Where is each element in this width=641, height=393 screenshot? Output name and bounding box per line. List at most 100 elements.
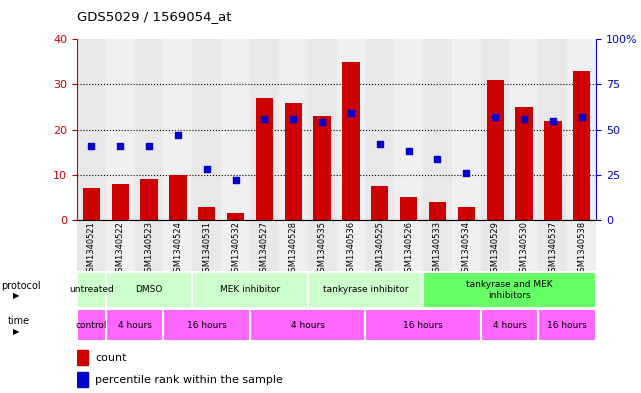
Text: 4 hours: 4 hours: [118, 321, 151, 330]
Bar: [429, 202, 446, 220]
Point: [404, 148, 414, 154]
Text: GSM1340537: GSM1340537: [548, 221, 558, 277]
Text: GSM1340536: GSM1340536: [346, 221, 356, 277]
Point: [259, 116, 270, 122]
Point: [231, 177, 241, 184]
Bar: [77, 372, 88, 387]
Text: tankyrase inhibitor: tankyrase inhibitor: [322, 285, 408, 294]
Text: 16 hours: 16 hours: [403, 321, 443, 330]
Bar: [135, 220, 163, 271]
Bar: [112, 184, 129, 220]
Text: 4 hours: 4 hours: [291, 321, 324, 330]
Bar: [544, 121, 562, 220]
Bar: [106, 39, 135, 220]
Bar: [481, 309, 538, 341]
Text: GSM1340525: GSM1340525: [375, 221, 385, 277]
Bar: [423, 272, 596, 308]
Text: 4 hours: 4 hours: [493, 321, 526, 330]
Text: untreated: untreated: [69, 285, 113, 294]
Text: GSM1340521: GSM1340521: [87, 221, 96, 277]
Point: [173, 132, 183, 138]
Text: GSM1340534: GSM1340534: [462, 221, 471, 277]
Bar: [313, 116, 331, 220]
Text: percentile rank within the sample: percentile rank within the sample: [95, 375, 283, 385]
Bar: [308, 272, 423, 308]
Bar: [77, 309, 106, 341]
Text: protocol: protocol: [1, 281, 41, 291]
Bar: [510, 39, 538, 220]
Bar: [481, 220, 510, 271]
Text: GSM1340523: GSM1340523: [144, 221, 154, 277]
Point: [374, 141, 385, 147]
Text: GSM1340524: GSM1340524: [173, 221, 183, 277]
Bar: [192, 39, 221, 220]
Bar: [227, 213, 244, 220]
Bar: [487, 80, 504, 220]
Bar: [250, 39, 279, 220]
Bar: [337, 220, 365, 271]
Bar: [365, 39, 394, 220]
Bar: [221, 220, 250, 271]
Text: GSM1340529: GSM1340529: [490, 221, 500, 277]
Bar: [394, 39, 423, 220]
Bar: [538, 220, 567, 271]
Bar: [365, 220, 394, 271]
Bar: [135, 39, 163, 220]
Bar: [400, 197, 417, 220]
Text: ▶: ▶: [13, 291, 19, 300]
Bar: [423, 220, 452, 271]
Text: control: control: [76, 321, 107, 330]
Bar: [83, 189, 100, 220]
Bar: [163, 220, 192, 271]
Point: [519, 116, 529, 122]
Text: GSM1340528: GSM1340528: [288, 221, 298, 277]
Text: GSM1340533: GSM1340533: [433, 221, 442, 277]
Point: [317, 119, 327, 126]
Bar: [106, 309, 163, 341]
Text: GSM1340522: GSM1340522: [115, 221, 125, 277]
Bar: [573, 71, 590, 220]
Point: [144, 143, 154, 149]
Text: GSM1340530: GSM1340530: [519, 221, 529, 277]
Bar: [452, 220, 481, 271]
Text: GSM1340538: GSM1340538: [577, 221, 587, 277]
Point: [288, 116, 299, 122]
Bar: [192, 272, 308, 308]
Bar: [567, 220, 596, 271]
Text: GSM1340526: GSM1340526: [404, 221, 413, 277]
Bar: [279, 220, 308, 271]
Bar: [371, 186, 388, 220]
Bar: [452, 39, 481, 220]
Text: MEK inhibitor: MEK inhibitor: [220, 285, 280, 294]
Point: [547, 118, 558, 124]
Text: 16 hours: 16 hours: [187, 321, 227, 330]
Bar: [308, 39, 337, 220]
Bar: [308, 220, 337, 271]
Bar: [77, 39, 106, 220]
Text: GSM1340535: GSM1340535: [317, 221, 327, 277]
Bar: [106, 220, 135, 271]
Bar: [365, 309, 481, 341]
Bar: [250, 220, 279, 271]
Bar: [279, 39, 308, 220]
Bar: [458, 207, 475, 220]
Bar: [140, 179, 158, 220]
Bar: [337, 39, 365, 220]
Bar: [163, 309, 250, 341]
Bar: [515, 107, 533, 220]
Text: 16 hours: 16 hours: [547, 321, 587, 330]
Bar: [221, 39, 250, 220]
Bar: [250, 309, 365, 341]
Text: GSM1340531: GSM1340531: [202, 221, 212, 277]
Text: ▶: ▶: [13, 327, 19, 336]
Bar: [538, 309, 596, 341]
Bar: [163, 39, 192, 220]
Bar: [342, 62, 360, 220]
Bar: [198, 207, 215, 220]
Bar: [77, 220, 106, 271]
Bar: [77, 272, 106, 308]
Text: GDS5029 / 1569054_at: GDS5029 / 1569054_at: [77, 10, 231, 23]
Point: [462, 170, 472, 176]
Bar: [77, 350, 88, 365]
Point: [577, 114, 587, 120]
